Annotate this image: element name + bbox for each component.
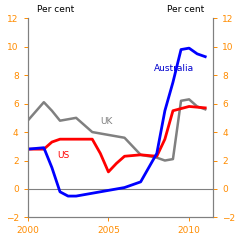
Text: Per cent: Per cent <box>37 5 74 14</box>
Text: UK: UK <box>100 117 113 126</box>
Text: Australia: Australia <box>154 64 194 73</box>
Text: US: US <box>57 151 69 160</box>
Text: Per cent: Per cent <box>167 5 204 14</box>
